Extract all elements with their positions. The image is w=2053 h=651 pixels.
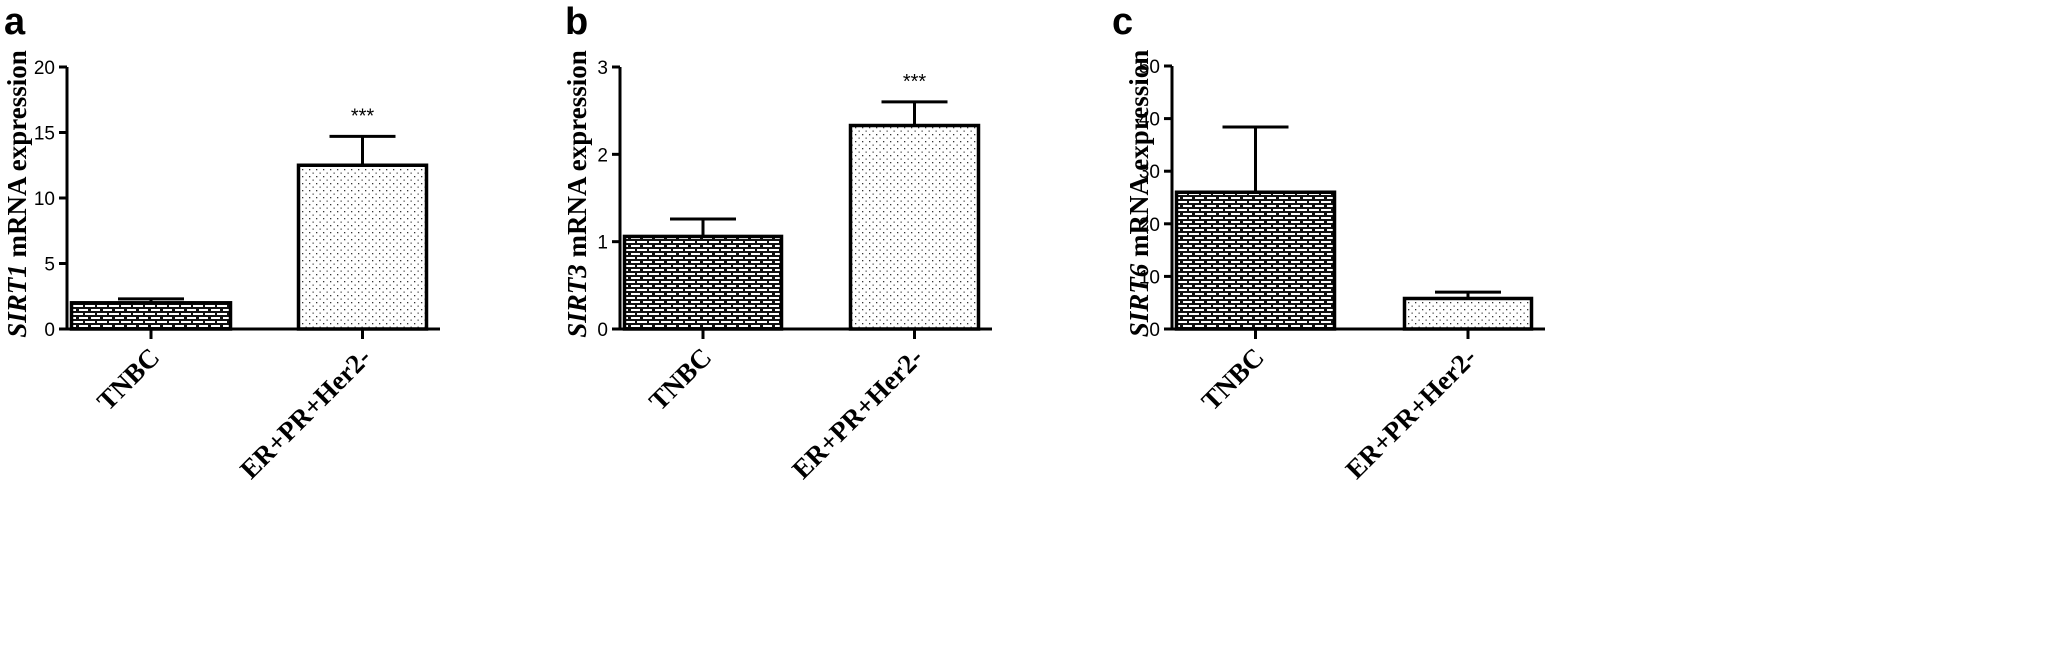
- y-tick-label: 15: [34, 124, 55, 145]
- y-axis-label-gene: SIRT6: [1124, 263, 1154, 337]
- y-axis-label-gene: SIRT3: [562, 264, 592, 338]
- y-tick-label: 30: [1139, 162, 1160, 183]
- y-axis-label-rest: mRNA expression: [562, 50, 592, 264]
- y-axis-label: SIRT3 mRNA expression: [562, 50, 592, 338]
- significance-marker: ***: [351, 105, 375, 127]
- y-tick-label: 5: [44, 255, 55, 276]
- bar-er-pr-her2-: [1402, 296, 1534, 331]
- y-tick-label: 20: [34, 58, 55, 79]
- panel-letter: a: [4, 1, 26, 43]
- y-axis-label-rest: mRNA expression: [2, 50, 32, 264]
- y-tick-label: 0: [597, 320, 608, 341]
- y-tick-label: 2: [597, 145, 608, 166]
- bar-tnbc: [1174, 190, 1337, 331]
- panel-letter: c: [1112, 1, 1133, 43]
- y-tick-label: 10: [1139, 267, 1160, 288]
- y-tick-label: 3: [597, 58, 608, 79]
- y-tick-label: 0: [44, 320, 55, 341]
- bar-tnbc: [69, 301, 233, 331]
- x-category-label: ER+PR+Her2-: [786, 342, 929, 485]
- y-axis-label-gene: SIRT1: [2, 264, 32, 338]
- panel-letter: b: [565, 1, 588, 43]
- y-axis-label: SIRT1 mRNA expression: [2, 50, 32, 338]
- y-tick-label: 20: [1139, 215, 1160, 236]
- y-axis-label: SIRT6 mRNA expression: [1124, 50, 1154, 338]
- y-tick-label: 10: [34, 189, 55, 210]
- y-axis-label-rest: mRNA expression: [1124, 50, 1154, 264]
- x-category-label: TNBC: [1195, 342, 1269, 416]
- y-tick-label: 0: [1149, 320, 1160, 341]
- bar-er-pr-her2-: [848, 123, 981, 331]
- x-category-label: ER+PR+Her2-: [234, 342, 377, 485]
- y-tick-label: 50: [1139, 57, 1160, 78]
- bar-tnbc: [622, 234, 784, 331]
- x-category-label: TNBC: [91, 342, 165, 416]
- y-tick-label: 1: [597, 233, 608, 254]
- y-tick-label: 40: [1139, 110, 1160, 131]
- bar-er-pr-her2-: [296, 163, 429, 331]
- significance-marker: ***: [903, 71, 927, 93]
- x-category-label: ER+PR+Her2-: [1340, 342, 1483, 485]
- x-category-label: TNBC: [643, 342, 717, 416]
